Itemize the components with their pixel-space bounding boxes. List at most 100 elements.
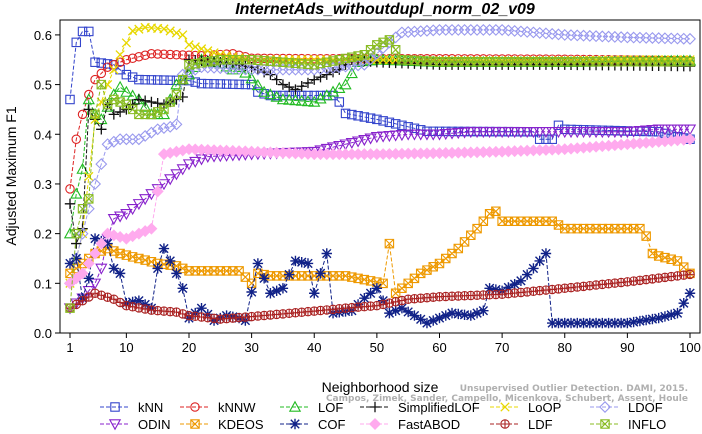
legend-item-kdeos: KDEOS xyxy=(180,417,264,432)
data-point-odin xyxy=(558,127,571,139)
data-point-ldof xyxy=(89,177,102,190)
data-point-odin xyxy=(189,156,202,168)
legend-label: SimplifiedLOF xyxy=(398,400,480,415)
x-tick-label: 50 xyxy=(370,340,384,355)
series-line-knn xyxy=(69,30,691,140)
data-point-ldf xyxy=(196,312,207,322)
data-point-simplifiedlof xyxy=(271,74,282,85)
legend-marker xyxy=(289,418,301,430)
data-point-fastabod xyxy=(82,257,95,270)
data-point-ldf xyxy=(315,305,326,316)
data-point-knnw xyxy=(146,49,157,59)
legend-label: LoOP xyxy=(528,400,561,415)
data-point-cof xyxy=(547,317,558,329)
x-tick-label: 1 xyxy=(66,340,73,355)
data-point-ldf xyxy=(553,284,564,294)
data-point-knn xyxy=(253,87,263,97)
data-point-knn xyxy=(378,116,388,126)
data-point-knn xyxy=(134,74,144,85)
data-point-odin xyxy=(458,127,471,139)
data-point-kdeos xyxy=(647,248,658,259)
data-point-odin xyxy=(652,124,665,136)
x-tick-label: 100 xyxy=(679,340,701,355)
data-point-ldf xyxy=(378,299,388,310)
data-point-knn xyxy=(459,126,470,137)
data-point-odin xyxy=(502,127,515,139)
data-point-lof xyxy=(283,93,296,105)
x-tick-label: 90 xyxy=(620,340,634,355)
data-point-ldof xyxy=(339,60,352,73)
data-point-ldf xyxy=(610,278,620,288)
data-point-ldf xyxy=(522,287,532,297)
data-point-knn xyxy=(159,75,169,85)
data-point-cof xyxy=(478,305,489,316)
data-point-lof xyxy=(270,90,283,102)
data-point-ldf xyxy=(610,278,620,288)
data-point-odin xyxy=(420,129,434,141)
data-point-knn xyxy=(102,59,113,69)
data-point-ldf xyxy=(96,290,107,300)
data-point-inflo xyxy=(84,194,94,204)
data-point-ldof xyxy=(170,118,183,131)
data-point-ldf xyxy=(128,302,137,311)
data-point-knn xyxy=(152,75,163,85)
data-point-loop xyxy=(127,26,138,36)
data-point-knn xyxy=(541,134,551,144)
data-point-simplifiedlof xyxy=(96,124,107,135)
legend-marker xyxy=(110,402,120,412)
data-point-odin xyxy=(583,127,596,139)
data-point-cof xyxy=(177,283,188,294)
data-point-knn xyxy=(340,108,351,119)
data-point-ldf xyxy=(685,270,695,279)
data-point-ldf xyxy=(328,305,338,314)
data-point-ldf xyxy=(597,279,608,290)
data-point-cof xyxy=(615,317,627,329)
legend-item-loop: LoOP xyxy=(490,400,561,415)
x-tick-label: 60 xyxy=(432,340,446,355)
data-point-ldf xyxy=(604,279,613,288)
data-point-ldf xyxy=(667,272,676,281)
data-point-ldof xyxy=(420,24,433,37)
data-point-knnw xyxy=(303,53,313,64)
data-point-inflo xyxy=(77,204,88,214)
legend-marker xyxy=(500,402,510,412)
data-point-odin xyxy=(139,194,152,206)
data-point-cof xyxy=(465,310,477,321)
data-point-loop xyxy=(134,24,144,34)
data-point-knn xyxy=(547,134,557,144)
data-point-ldof xyxy=(82,202,95,215)
data-point-ldf xyxy=(372,301,382,310)
data-point-ldf xyxy=(591,280,601,290)
data-point-ldf xyxy=(209,314,219,323)
data-point-odin xyxy=(95,263,108,275)
data-point-cof xyxy=(509,278,520,290)
data-point-odin xyxy=(88,278,102,290)
data-point-odin xyxy=(364,133,377,145)
data-point-ldf xyxy=(309,306,319,316)
data-point-lof xyxy=(245,72,258,84)
data-point-ldof xyxy=(151,123,164,136)
data-point-cof xyxy=(127,296,138,308)
data-point-ldf xyxy=(510,288,519,298)
series-fastabod xyxy=(64,133,696,290)
data-point-ldof xyxy=(402,26,415,38)
data-point-kdeos xyxy=(397,283,407,294)
data-point-odin xyxy=(427,129,440,141)
data-point-knn xyxy=(165,75,175,85)
plot-frame xyxy=(59,19,701,334)
data-point-ldf xyxy=(559,283,570,294)
legend-label: LDOF xyxy=(628,400,663,415)
data-point-kdeos xyxy=(109,246,119,256)
data-point-lof xyxy=(301,95,315,107)
series-knnw xyxy=(65,49,695,194)
data-point-knn xyxy=(365,113,376,123)
data-point-odin xyxy=(495,127,509,139)
data-point-knnw xyxy=(171,50,182,60)
data-point-ldf xyxy=(121,300,132,311)
data-point-kdeos xyxy=(491,206,501,217)
data-point-ldf xyxy=(171,307,182,317)
data-point-ldf xyxy=(391,297,400,306)
data-point-cof xyxy=(133,295,145,306)
legend-marker xyxy=(500,419,510,429)
data-point-ldf xyxy=(573,282,582,292)
